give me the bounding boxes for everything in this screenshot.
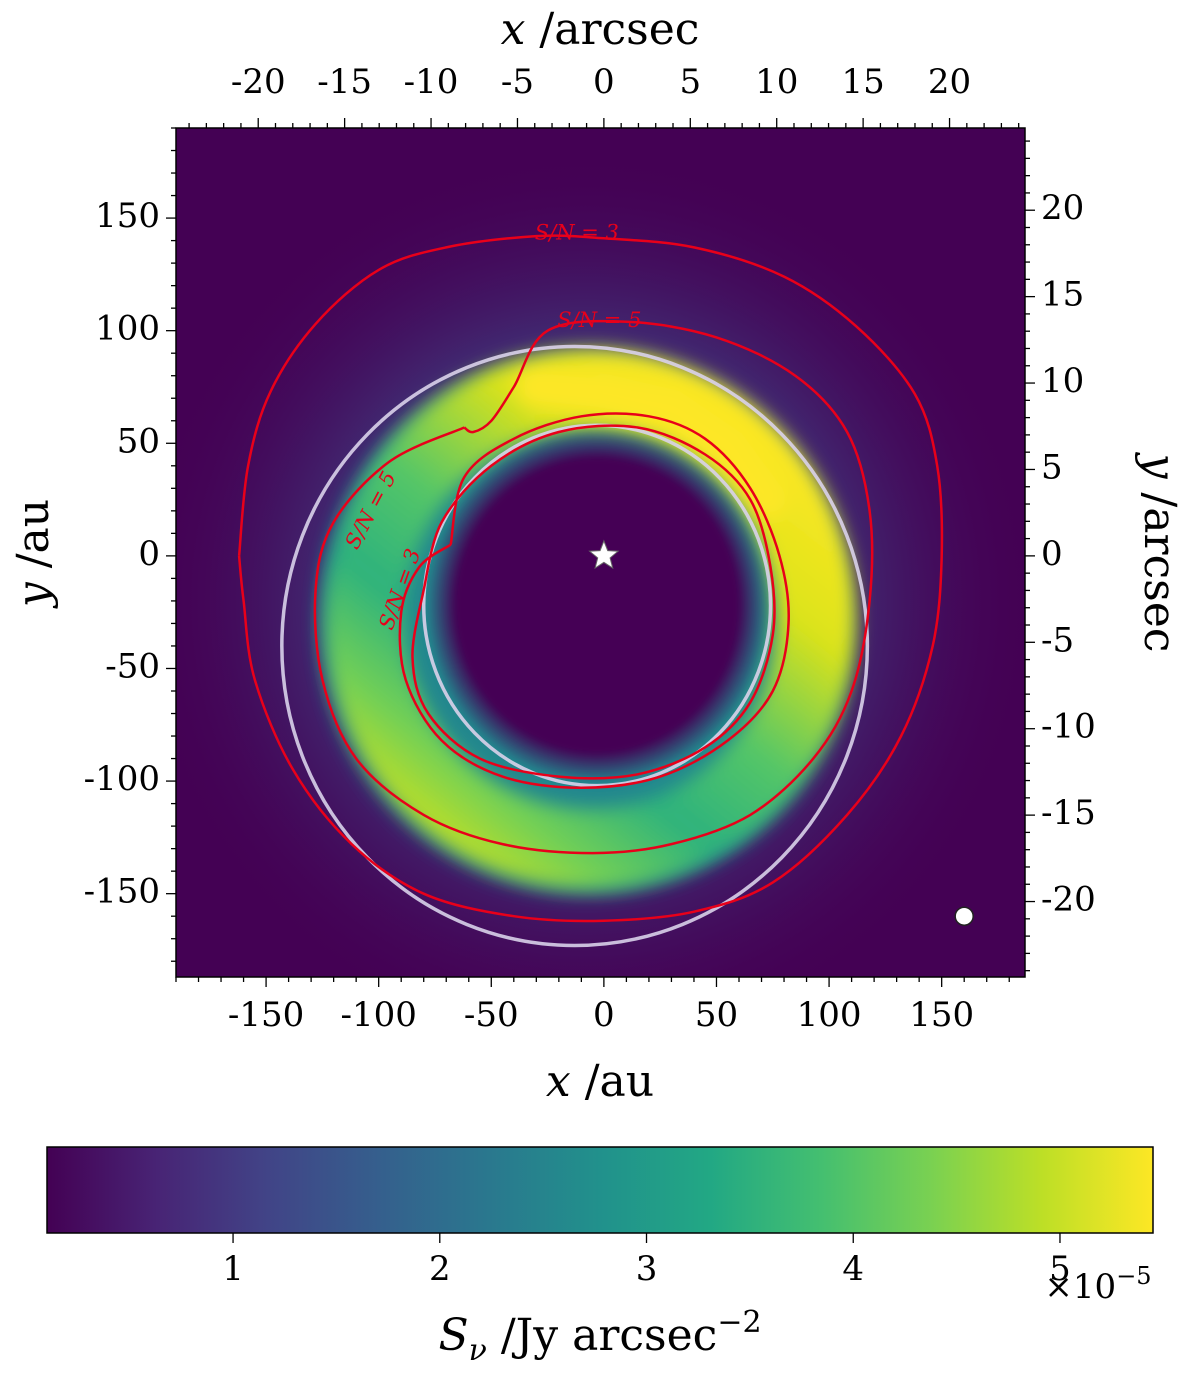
contour-1 xyxy=(313,319,874,855)
colorbar-label: Sν /Jy arcsec−2 xyxy=(438,1305,761,1368)
x-top-tick-label: -15 xyxy=(317,62,372,102)
disc-image xyxy=(176,128,1025,977)
contour-2 xyxy=(398,412,790,790)
colorbar-tick-label: 4 xyxy=(842,1249,864,1289)
x-top-tick-label: 5 xyxy=(679,62,701,102)
contour-3 xyxy=(411,424,776,780)
y-right-tick-label: 10 xyxy=(1041,361,1084,401)
y-left-tick-label: 0 xyxy=(138,534,160,574)
y-right-tick-label: 0 xyxy=(1041,534,1063,574)
y-left-tick-label: -50 xyxy=(105,646,160,686)
colorbar-tick-label: 1 xyxy=(222,1249,244,1289)
x-bottom-tick-label: 0 xyxy=(593,995,615,1035)
y-right-tick-label: -10 xyxy=(1041,707,1096,747)
colorbar-tick-label: 5 xyxy=(1049,1249,1071,1289)
x-bottom-tick-label: 150 xyxy=(909,995,974,1035)
y-right-tick-label: 15 xyxy=(1041,275,1084,315)
disc-cavity xyxy=(425,427,769,784)
x-top-tick-label: 15 xyxy=(841,62,884,102)
colorbar-tick-label: 2 xyxy=(429,1249,451,1289)
y-left-tick-label: -150 xyxy=(84,872,160,912)
y-left-label: y /au xyxy=(8,499,59,609)
star-marker xyxy=(588,539,620,570)
contour-label-0: S/N = 3 xyxy=(535,220,619,244)
y-left-tick-label: 150 xyxy=(95,196,160,236)
x-bottom-tick-label: -150 xyxy=(228,995,304,1035)
x-top-tick-label: 20 xyxy=(928,62,971,102)
x-top-tick-label: -20 xyxy=(231,62,286,102)
colorbar xyxy=(46,1146,1154,1234)
colorbar-tick-label: 3 xyxy=(636,1249,658,1289)
ellipse-fit-outer xyxy=(280,344,870,948)
y-left-tick-label: 100 xyxy=(95,309,160,349)
x-bottom-tick-label: 50 xyxy=(695,995,738,1035)
colorbar-multiplier: ×10−5 xyxy=(1044,1262,1151,1307)
y-right-tick-label: -20 xyxy=(1041,880,1096,920)
y-right-tick-label: -5 xyxy=(1041,620,1074,660)
x-bottom-label: x /au xyxy=(546,1056,654,1107)
y-right-label: y /arcsec xyxy=(1134,452,1185,653)
x-top-tick-label: -10 xyxy=(404,62,459,102)
y-right-tick-label: 5 xyxy=(1041,447,1063,487)
beam-marker xyxy=(954,906,974,926)
x-top-tick-label: 10 xyxy=(755,62,798,102)
contour-label-1: S/N = 5 xyxy=(557,308,641,332)
disc-peak xyxy=(516,367,786,520)
y-left-tick-label: 50 xyxy=(117,421,160,461)
y-right-tick-label: 20 xyxy=(1041,188,1084,228)
x-bottom-tick-label: -100 xyxy=(340,995,416,1035)
x-bottom-tick-label: 100 xyxy=(797,995,862,1035)
plot-frame xyxy=(175,127,1026,978)
x-bottom-tick-label: -50 xyxy=(464,995,519,1035)
x-top-tick-label: 0 xyxy=(593,62,615,102)
y-right-tick-label: -15 xyxy=(1041,793,1096,833)
x-top-tick-label: -5 xyxy=(501,62,534,102)
y-left-tick-label: -100 xyxy=(84,759,160,799)
contour-0 xyxy=(237,234,944,923)
x-top-label: x /arcsec xyxy=(501,4,700,55)
